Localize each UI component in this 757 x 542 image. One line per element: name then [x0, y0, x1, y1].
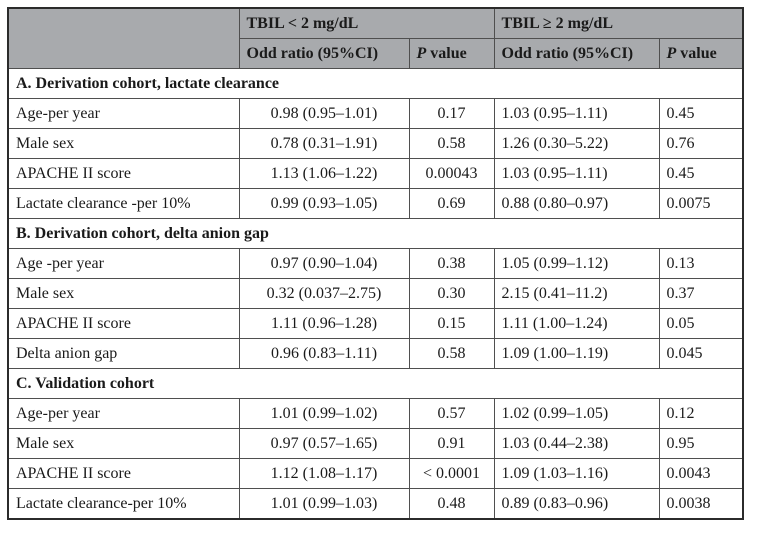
- odd-ratio-tbil-lt2-cell: 0.96 (0.83–1.11): [238, 338, 410, 369]
- row-label: Male sex: [7, 278, 240, 309]
- table-row: Delta anion gap 0.96 (0.83–1.11) 0.58 1.…: [7, 338, 744, 369]
- p-value-tbil-ge2-cell: 0.45: [658, 98, 744, 129]
- p-value-tbil-lt2-cell: 0.57: [408, 398, 495, 429]
- p-value-tbil-lt2-cell: 0.38: [408, 248, 495, 279]
- table-row: Male sex 0.78 (0.31–1.91) 0.58 1.26 (0.3…: [7, 128, 744, 159]
- table-row: Male sex 0.97 (0.57–1.65) 0.91 1.03 (0.4…: [7, 428, 744, 459]
- p-value-tbil-lt2-cell: 0.91: [408, 428, 495, 459]
- col-header-p-value-2: P value: [658, 38, 744, 69]
- empty-corner-cell: [7, 7, 240, 69]
- odd-ratio-tbil-ge2-cell: 0.88 (0.80–0.97): [493, 188, 660, 219]
- section-row-b: B. Derivation cohort, delta anion gap: [7, 218, 744, 249]
- group-header-tbil-lt2: TBIL < 2 mg/dL: [238, 7, 495, 39]
- row-label: Age-per year: [7, 398, 240, 429]
- odd-ratio-tbil-lt2-cell: 0.78 (0.31–1.91): [238, 128, 410, 159]
- section-title-a: A. Derivation cohort, lactate clearance: [7, 68, 744, 99]
- p-value-tbil-lt2-cell: 0.58: [408, 128, 495, 159]
- row-label: APACHE II score: [7, 458, 240, 489]
- header-row-columns: Odd ratio (95%CI) P value Odd ratio (95%…: [8, 38, 744, 69]
- section-title-c: C. Validation cohort: [7, 368, 744, 399]
- p-value-tbil-ge2-cell: 0.45: [658, 158, 744, 189]
- section-title-b: B. Derivation cohort, delta anion gap: [7, 218, 744, 249]
- row-label: Age-per year: [7, 98, 240, 129]
- odd-ratio-tbil-lt2-cell: 1.13 (1.06–1.22): [238, 158, 410, 189]
- odd-ratio-tbil-ge2-cell: 1.11 (1.00–1.24): [493, 308, 660, 339]
- p-value-tbil-ge2-cell: 0.76: [658, 128, 744, 159]
- odd-ratio-tbil-lt2-cell: 1.01 (0.99–1.02): [238, 398, 410, 429]
- p-value-italic-p: P: [416, 44, 427, 62]
- p-value-tbil-lt2-cell: 0.48: [408, 488, 495, 520]
- row-label: APACHE II score: [7, 308, 240, 339]
- table-row: Age-per year 0.98 (0.95–1.01) 0.17 1.03 …: [7, 98, 744, 129]
- p-value-rest: value: [426, 44, 467, 62]
- odd-ratio-tbil-ge2-cell: 1.03 (0.95–1.11): [493, 98, 660, 129]
- p-value-tbil-ge2-cell: 0.37: [658, 278, 744, 309]
- odd-ratio-tbil-ge2-cell: 1.26 (0.30–5.22): [493, 128, 660, 159]
- table-row: APACHE II score 1.13 (1.06–1.22) 0.00043…: [7, 158, 744, 189]
- p-value-tbil-ge2-cell: 0.0038: [658, 488, 744, 520]
- odd-ratio-tbil-ge2-cell: 2.15 (0.41–11.2): [493, 278, 660, 309]
- p-value-tbil-lt2-cell: 0.58: [408, 338, 495, 369]
- p-value-tbil-lt2-cell: 0.69: [408, 188, 495, 219]
- row-label: Male sex: [7, 128, 240, 159]
- p-value-italic-p: P: [666, 44, 677, 62]
- row-label: Lactate clearance-per 10%: [7, 488, 240, 520]
- p-value-tbil-lt2-cell: 0.00043: [408, 158, 495, 189]
- p-value-tbil-ge2-cell: 0.95: [658, 428, 744, 459]
- table-row: Age-per year 1.01 (0.99–1.02) 0.57 1.02 …: [7, 398, 744, 429]
- odd-ratio-tbil-lt2-cell: 0.32 (0.037–2.75): [238, 278, 410, 309]
- p-value-tbil-ge2-cell: 0.05: [658, 308, 744, 339]
- odd-ratio-tbil-lt2-cell: 1.01 (0.99–1.03): [238, 488, 410, 520]
- row-label: Delta anion gap: [7, 338, 240, 369]
- table-row: Lactate clearance -per 10% 0.99 (0.93–1.…: [7, 188, 744, 219]
- odd-ratio-tbil-lt2-cell: 0.97 (0.57–1.65): [238, 428, 410, 459]
- p-value-tbil-ge2-cell: 0.12: [658, 398, 744, 429]
- col-header-odd-ratio-2: Odd ratio (95%CI): [493, 38, 660, 69]
- odd-ratio-tbil-ge2-cell: 1.09 (1.00–1.19): [493, 338, 660, 369]
- p-value-tbil-lt2-cell: 0.15: [408, 308, 495, 339]
- table-row: Age -per year 0.97 (0.90–1.04) 0.38 1.05…: [7, 248, 744, 279]
- odd-ratio-tbil-ge2-cell: 0.89 (0.83–0.96): [493, 488, 660, 520]
- odd-ratio-tbil-lt2-cell: 0.97 (0.90–1.04): [238, 248, 410, 279]
- group-header-tbil-ge2: TBIL ≥ 2 mg/dL: [493, 7, 744, 39]
- p-value-tbil-lt2-cell: 0.30: [408, 278, 495, 309]
- odd-ratio-tbil-ge2-cell: 1.09 (1.03–1.16): [493, 458, 660, 489]
- odd-ratio-tbil-ge2-cell: 1.03 (0.95–1.11): [493, 158, 660, 189]
- odd-ratio-tbil-lt2-cell: 1.12 (1.08–1.17): [238, 458, 410, 489]
- col-header-odd-ratio-1: Odd ratio (95%CI): [238, 38, 410, 69]
- col-header-p-value-1: P value: [408, 38, 495, 69]
- p-value-rest: value: [676, 44, 717, 62]
- p-value-tbil-ge2-cell: 0.0043: [658, 458, 744, 489]
- row-label: Age -per year: [7, 248, 240, 279]
- row-label: Male sex: [7, 428, 240, 459]
- odd-ratio-tbil-lt2-cell: 0.98 (0.95–1.01): [238, 98, 410, 129]
- section-row-a: A. Derivation cohort, lactate clearance: [7, 68, 744, 99]
- p-value-tbil-lt2-cell: < 0.0001: [408, 458, 495, 489]
- row-label: APACHE II score: [7, 158, 240, 189]
- table-row: APACHE II score 1.11 (0.96–1.28) 0.15 1.…: [7, 308, 744, 339]
- odd-ratio-tbil-lt2-cell: 1.11 (0.96–1.28): [238, 308, 410, 339]
- row-label: Lactate clearance -per 10%: [7, 188, 240, 219]
- odd-ratio-tbil-lt2-cell: 0.99 (0.93–1.05): [238, 188, 410, 219]
- p-value-tbil-ge2-cell: 0.13: [658, 248, 744, 279]
- table-row: Lactate clearance-per 10% 1.01 (0.99–1.0…: [7, 488, 744, 520]
- p-value-tbil-lt2-cell: 0.17: [408, 98, 495, 129]
- section-row-c: C. Validation cohort: [7, 368, 744, 399]
- header-row-groups: TBIL < 2 mg/dL TBIL ≥ 2 mg/dL: [7, 7, 744, 69]
- odd-ratio-tbil-ge2-cell: 1.02 (0.99–1.05): [493, 398, 660, 429]
- p-value-tbil-ge2-cell: 0.0075: [658, 188, 744, 219]
- odd-ratio-tbil-ge2-cell: 1.05 (0.99–1.12): [493, 248, 660, 279]
- results-table: TBIL < 2 mg/dL TBIL ≥ 2 mg/dL Odd ratio …: [7, 7, 745, 520]
- p-value-tbil-ge2-cell: 0.045: [658, 338, 744, 369]
- odd-ratio-tbil-ge2-cell: 1.03 (0.44–2.38): [493, 428, 660, 459]
- table-row: Male sex 0.32 (0.037–2.75) 0.30 2.15 (0.…: [7, 278, 744, 309]
- table-row: APACHE II score 1.12 (1.08–1.17) < 0.000…: [7, 458, 744, 489]
